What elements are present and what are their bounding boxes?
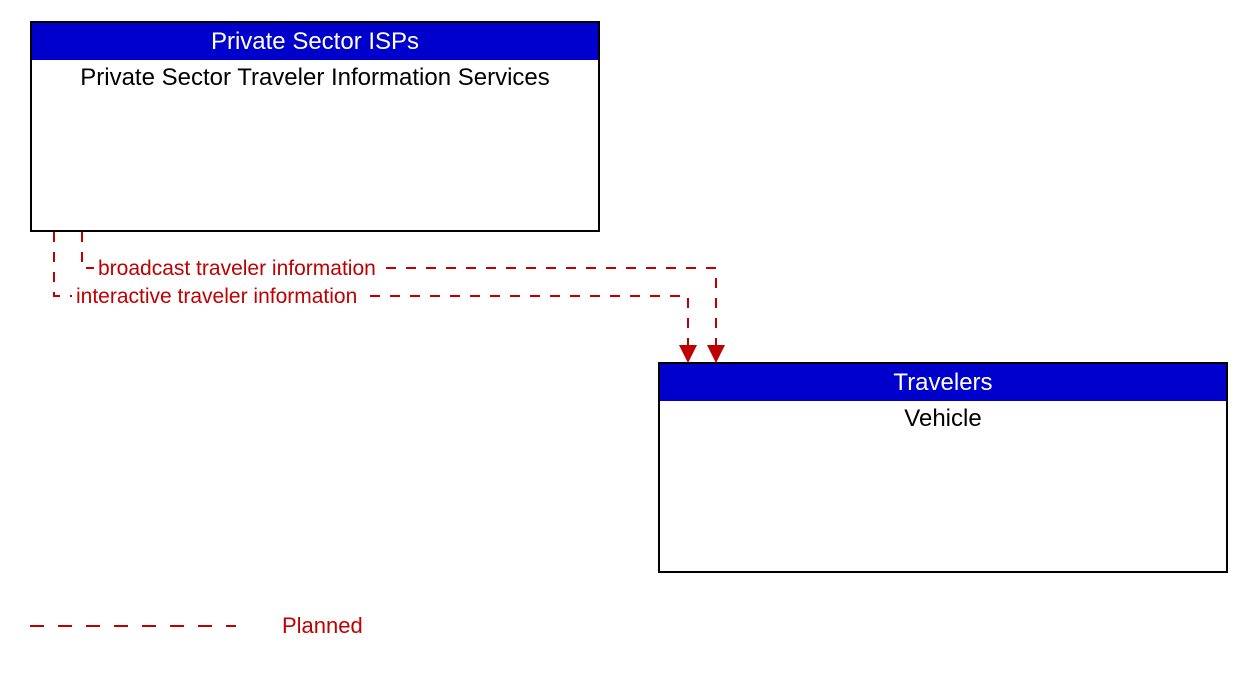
- flow-broadcast-label: broadcast traveler information: [94, 257, 380, 281]
- node-isp: Private Sector ISPs Private Sector Trave…: [30, 21, 600, 232]
- node-travelers-body: Vehicle: [660, 401, 1226, 446]
- node-isp-body: Private Sector Traveler Information Serv…: [32, 60, 598, 105]
- node-travelers-header: Travelers: [660, 364, 1226, 401]
- flow-interactive-path: [54, 232, 688, 360]
- flow-interactive-label: interactive traveler information: [72, 285, 361, 309]
- node-travelers: Travelers Vehicle: [658, 362, 1228, 573]
- node-isp-header: Private Sector ISPs: [32, 23, 598, 60]
- legend-label: Planned: [282, 613, 363, 639]
- flow-broadcast-path: [82, 232, 716, 360]
